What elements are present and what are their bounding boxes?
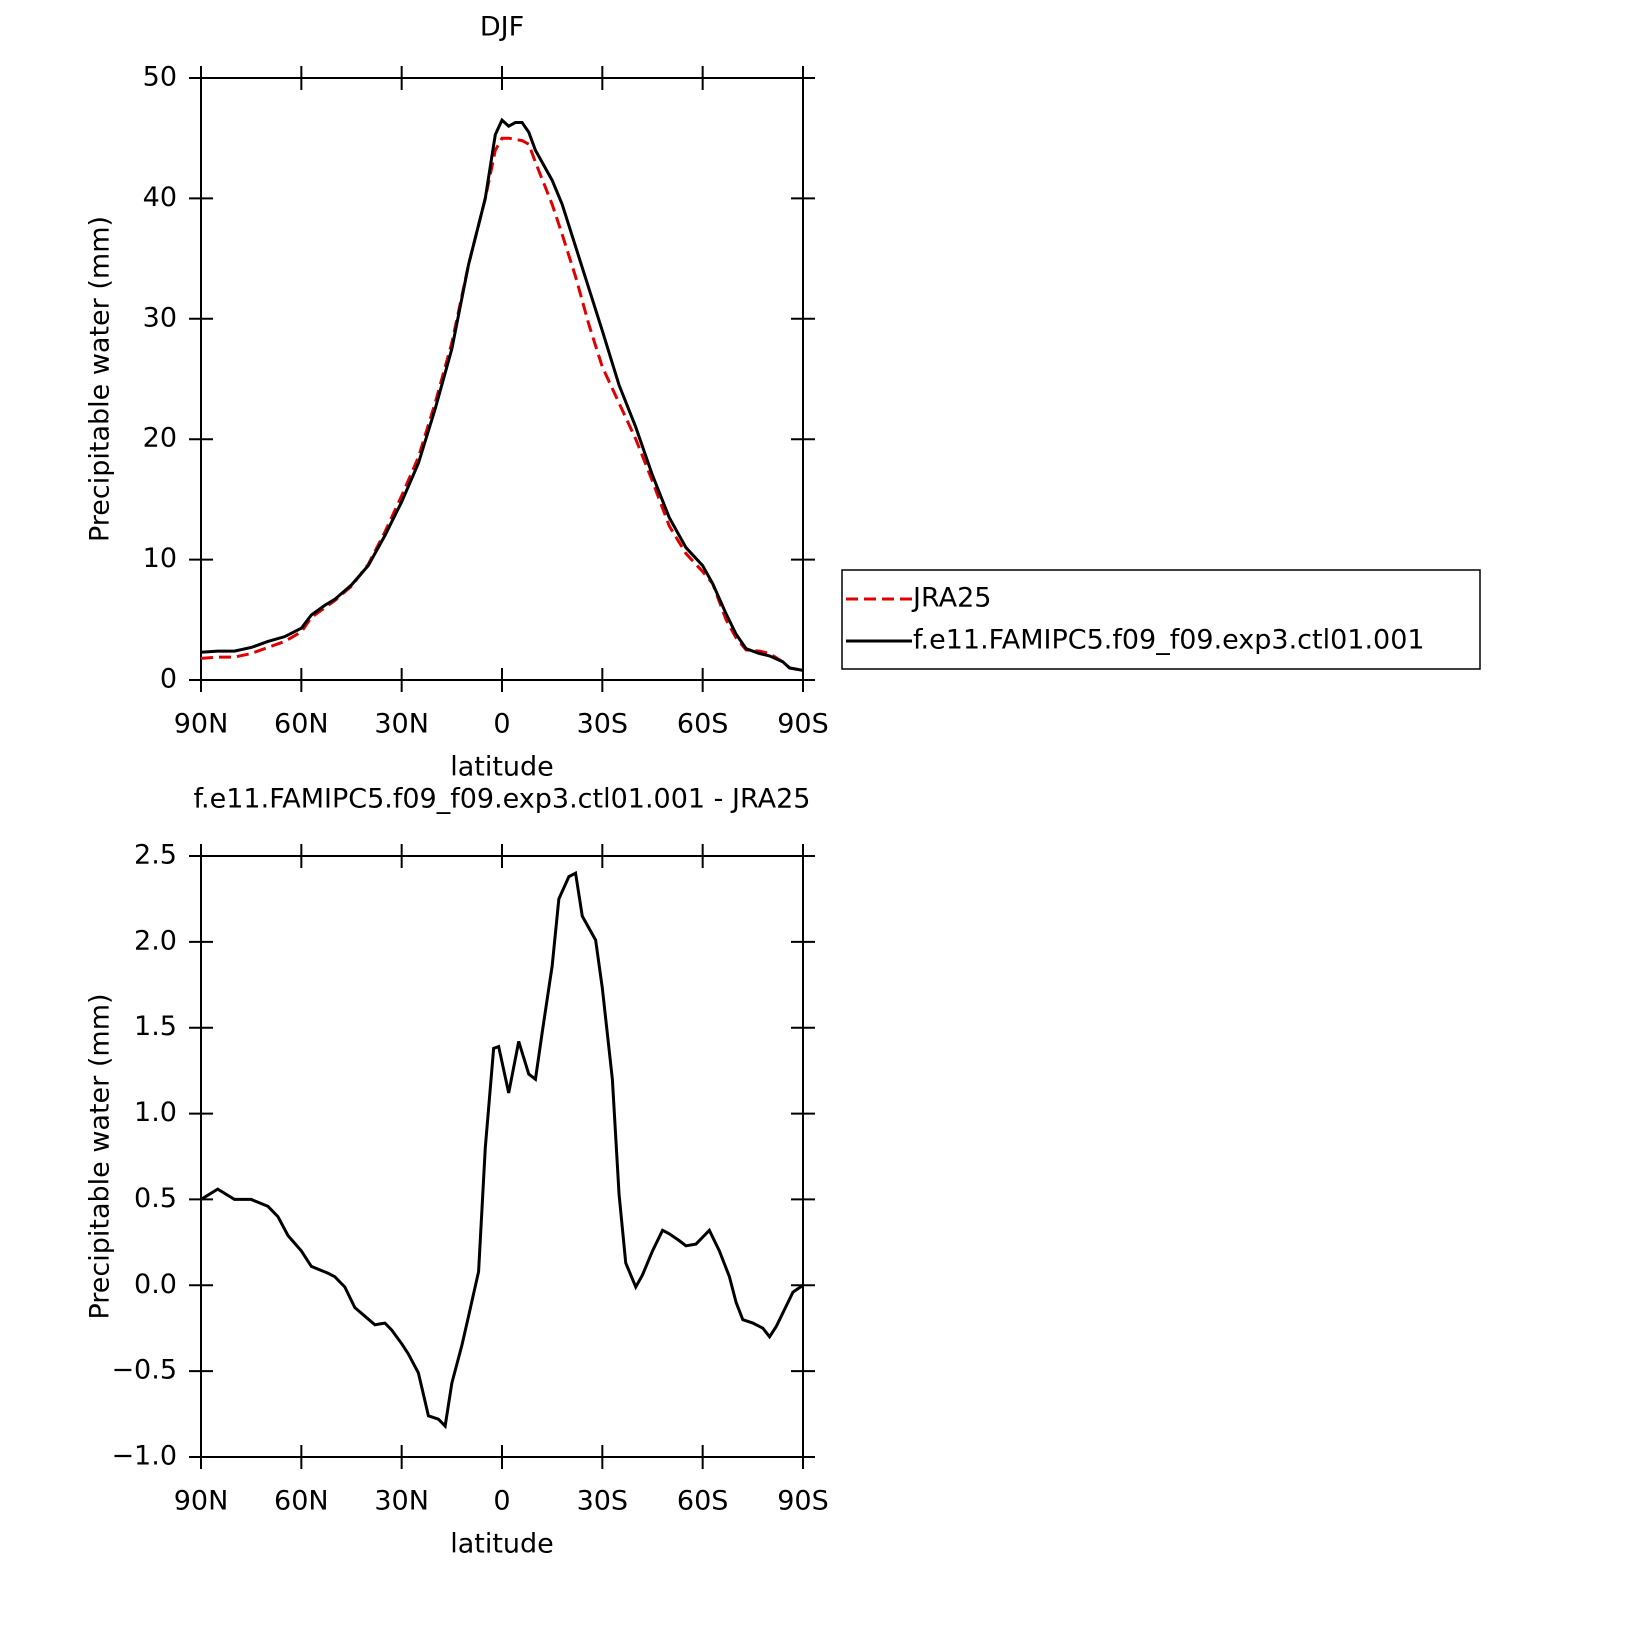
y-tick-label: 50 <box>143 62 177 93</box>
y-tick-label: −1.0 <box>111 1441 177 1472</box>
y-tick-label: 20 <box>143 423 177 454</box>
data-line <box>200 870 804 1430</box>
x-tick-label: 60S <box>677 1486 729 1517</box>
x-tick-label: 90N <box>174 709 229 740</box>
y-axis-label: Precipitable water (mm) <box>85 216 116 542</box>
y-tick-label: 2.5 <box>134 840 177 871</box>
legend-label: JRA25 <box>911 583 991 614</box>
y-tick-label: 1.5 <box>134 1011 177 1042</box>
y-axis-label: Precipitable water (mm) <box>85 993 116 1319</box>
plot-frame <box>200 855 804 1458</box>
chart-title: f.e11.FAMIPC5.f09_f09.exp3.ctl01.001 - J… <box>194 784 811 815</box>
y-tick-label: 30 <box>143 302 177 333</box>
x-tick-label: 30S <box>577 709 629 740</box>
y-tick-label: 40 <box>143 182 177 213</box>
x-tick-label: 90S <box>777 709 829 740</box>
x-tick-label: 30N <box>374 1486 429 1517</box>
x-axis-label: latitude <box>450 752 554 783</box>
x-tick-label: 30S <box>577 1486 629 1517</box>
y-tick-label: −0.5 <box>111 1355 177 1386</box>
legend-box <box>841 569 1481 670</box>
x-tick-label: 60N <box>274 1486 329 1517</box>
chart-title: DJF <box>480 12 524 43</box>
x-tick-label: 0 <box>493 709 510 740</box>
y-tick-label: 0 <box>160 664 177 695</box>
legend-label: f.e11.FAMIPC5.f09_f09.exp3.ctl01.001 <box>913 625 1425 656</box>
y-tick-label: 2.0 <box>134 925 177 956</box>
y-tick-label: 0.5 <box>134 1183 177 1214</box>
x-tick-label: 0 <box>493 1486 510 1517</box>
y-tick-label: 10 <box>143 543 177 574</box>
data-line <box>200 117 804 672</box>
x-tick-label: 30N <box>374 709 429 740</box>
x-tick-label: 60S <box>677 709 729 740</box>
x-tick-label: 90N <box>174 1486 229 1517</box>
y-tick-label: 0.0 <box>134 1269 177 1300</box>
x-tick-label: 60N <box>274 709 329 740</box>
y-tick-label: 1.0 <box>134 1097 177 1128</box>
x-axis-label: latitude <box>450 1529 554 1560</box>
data-line <box>200 136 804 672</box>
plot-frame <box>200 77 804 681</box>
x-tick-label: 90S <box>777 1486 829 1517</box>
